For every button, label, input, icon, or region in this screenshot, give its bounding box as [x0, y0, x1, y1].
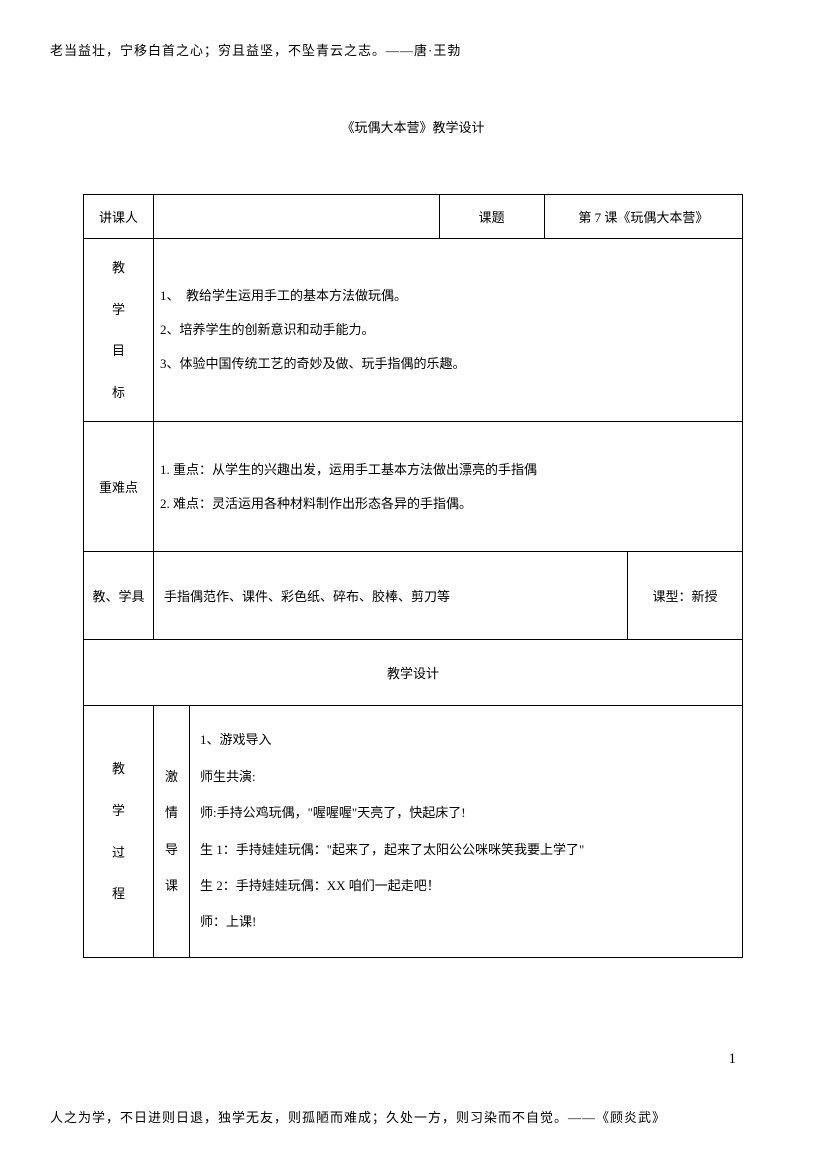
objectives-content: 1、 教给学生运用手工的基本方法做玩偶。 2、培养学生的创新意识和动手能力。 3…: [154, 239, 743, 422]
instructor-label: 讲课人: [84, 195, 154, 239]
footer-quote: 人之为学，不日进则日退，独学无友，则孤陋而难成；久处一方，则习染而不自觉。——《…: [50, 1107, 666, 1126]
process-line-5: 生 2：手持娃娃玩偶：XX 咱们一起走吧！: [200, 868, 732, 904]
objectives-label-text: 教 学 目 标: [112, 260, 125, 400]
objective-3: 3、体验中国传统工艺的奇妙及做、玩手指偶的乐趣。: [160, 347, 736, 381]
process-line-6: 师：上课!: [200, 904, 732, 940]
difficulty-2: 2. 难点：灵活运用各种材料制作出形态各异的手指偶。: [160, 487, 736, 521]
topic-label: 课题: [439, 195, 544, 239]
process-line-2: 师生共演:: [200, 759, 732, 795]
lesson-plan-table: 讲课人 课题 第 7 课《玩偶大本营》 教 学 目 标 1、 教给学生运用手工的…: [83, 194, 743, 958]
intro-label-text: 激 情 导 课: [165, 769, 178, 893]
difficulties-content: 1. 重点：从学生的兴趣出发，运用手工基本方法做出漂亮的手指偶 2. 难点：灵活…: [154, 422, 743, 552]
process-label: 教 学 过 程: [84, 706, 154, 957]
page-number: 1: [729, 1051, 737, 1068]
process-content: 1、游戏导入 师生共演: 师:手持公鸡玩偶，"喔喔喔"天亮了，快起床了! 生 1…: [190, 706, 743, 957]
process-line-1: 1、游戏导入: [200, 722, 732, 758]
design-header: 教学设计: [84, 640, 743, 706]
intro-label: 激 情 导 课: [154, 706, 190, 957]
process-label-text: 教 学 过 程: [112, 761, 125, 901]
difficulties-label: 重难点: [84, 422, 154, 552]
difficulty-1: 1. 重点：从学生的兴趣出发，运用手工基本方法做出漂亮的手指偶: [160, 453, 736, 487]
header-quote: 老当益壮，宁移白首之心；穷且益坚，不坠青云之志。——唐·王勃: [50, 40, 776, 59]
tools-label: 教、学具: [84, 552, 154, 640]
instructor-value: [154, 195, 440, 239]
objective-2: 2、培养学生的创新意识和动手能力。: [160, 313, 736, 347]
process-line-3: 师:手持公鸡玩偶，"喔喔喔"天亮了，快起床了!: [200, 795, 732, 831]
course-type: 课型：新授: [628, 552, 743, 640]
objectives-label: 教 学 目 标: [84, 239, 154, 422]
objective-1: 1、 教给学生运用手工的基本方法做玩偶。: [160, 279, 736, 313]
process-line-4: 生 1：手持娃娃玩偶："起来了，起来了太阳公公咪咪笑我要上学了": [200, 832, 732, 868]
document-title: 《玩偶大本营》教学设计: [50, 117, 776, 136]
topic-value: 第 7 课《玩偶大本营》: [544, 195, 742, 239]
tools-content: 手指偶范作、课件、彩色纸、碎布、胶棒、剪刀等: [154, 552, 628, 640]
